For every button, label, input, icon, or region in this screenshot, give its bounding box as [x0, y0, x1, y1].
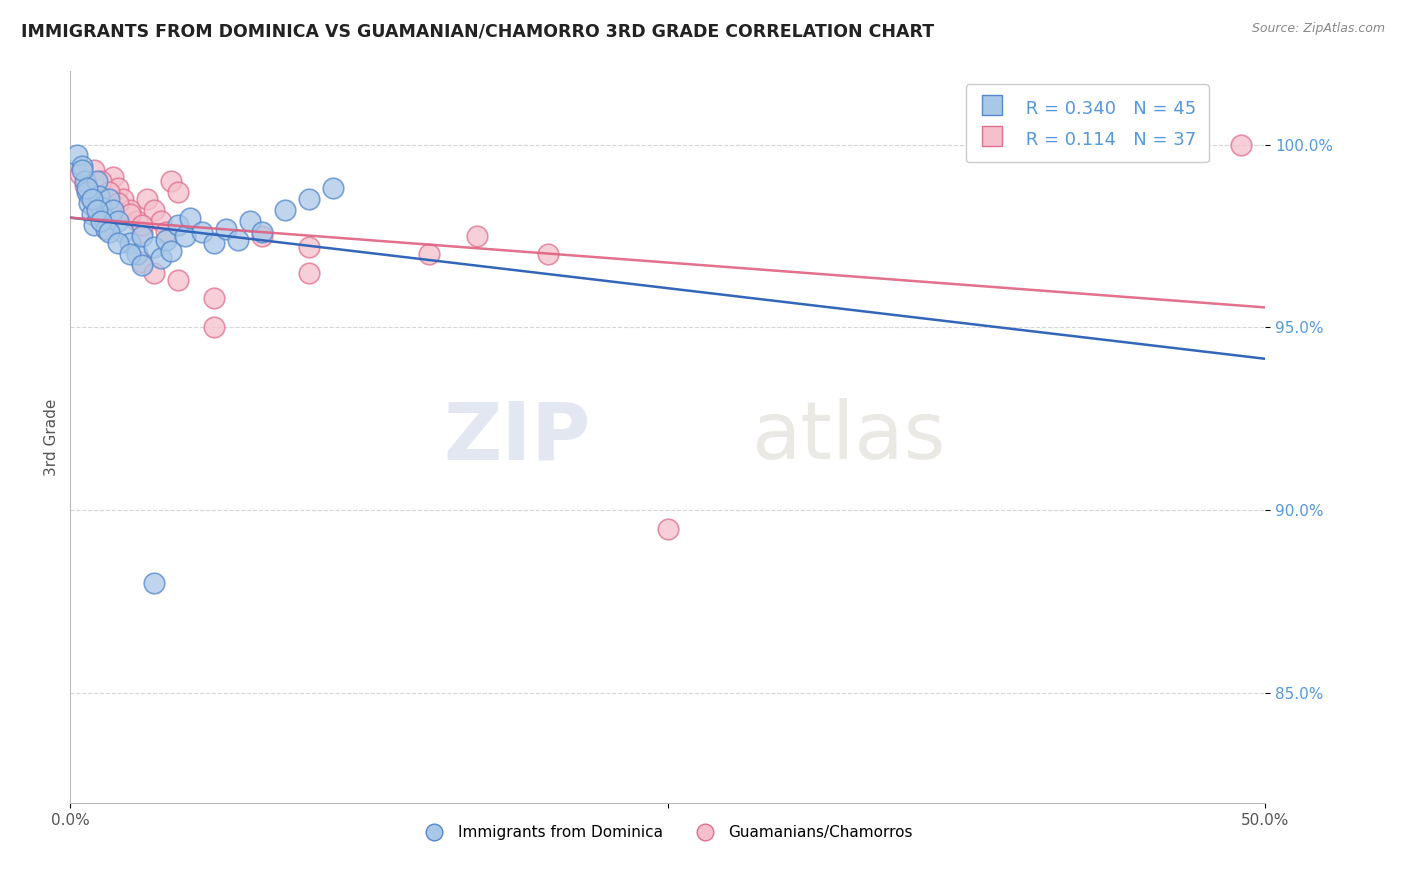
Point [239, 214, 262, 228]
Point [83, 163, 105, 178]
Point [298, 240, 321, 254]
Point [179, 211, 201, 225]
Point [226, 233, 249, 247]
Point [150, 251, 173, 265]
Point [131, 254, 153, 268]
Point [166, 185, 188, 199]
Point [90, 214, 112, 228]
Point [150, 214, 173, 228]
Point [250, 228, 273, 243]
Point [86, 203, 108, 218]
Point [69, 167, 91, 181]
Point [143, 265, 166, 279]
Point [1230, 137, 1253, 152]
Point [79, 196, 101, 211]
Point [103, 203, 125, 218]
Y-axis label: 3rd Grade: 3rd Grade [44, 399, 59, 475]
Point [93, 211, 115, 225]
Text: atlas: atlas [751, 398, 946, 476]
Point [96, 221, 117, 235]
Point [73, 174, 96, 188]
Point [166, 218, 188, 232]
Point [86, 174, 108, 188]
Text: IMMIGRANTS FROM DOMINICA VS GUAMANIAN/CHAMORRO 3RD GRADE CORRELATION CHART: IMMIGRANTS FROM DOMINICA VS GUAMANIAN/CH… [21, 22, 934, 40]
Point [143, 240, 166, 254]
Point [657, 521, 679, 535]
Point [166, 273, 188, 287]
Point [143, 576, 166, 591]
Point [322, 181, 344, 195]
Text: Source: ZipAtlas.com: Source: ZipAtlas.com [1251, 22, 1385, 36]
Point [155, 225, 177, 239]
Point [97, 225, 120, 239]
Point [120, 236, 141, 251]
Point [159, 244, 181, 258]
Point [80, 193, 103, 207]
Point [298, 193, 321, 207]
Point [66, 148, 89, 162]
Point [97, 185, 120, 199]
Point [107, 214, 129, 228]
Point [107, 236, 129, 251]
Point [103, 170, 125, 185]
Point [70, 160, 93, 174]
Point [96, 221, 117, 235]
Point [465, 228, 488, 243]
Point [127, 247, 149, 261]
Point [83, 200, 105, 214]
Point [274, 203, 297, 218]
Point [90, 200, 112, 214]
Point [79, 188, 101, 202]
Point [111, 225, 134, 239]
Text: ZIP: ZIP [443, 398, 591, 476]
Point [120, 203, 141, 218]
Point [111, 193, 134, 207]
Point [250, 225, 273, 239]
Point [73, 178, 96, 192]
Point [131, 225, 153, 239]
Point [87, 188, 110, 202]
Point [131, 258, 153, 272]
Point [127, 214, 149, 228]
Point [87, 211, 110, 225]
Point [131, 228, 153, 243]
Point [120, 207, 141, 221]
Point [107, 196, 129, 211]
Point [120, 247, 141, 261]
Point [97, 193, 120, 207]
Point [90, 174, 112, 188]
Point [159, 174, 181, 188]
Point [107, 181, 129, 195]
Point [214, 221, 236, 235]
Point [143, 203, 166, 218]
Point [191, 225, 214, 239]
Point [537, 247, 560, 261]
Point [202, 236, 225, 251]
Point [202, 320, 225, 334]
Point [298, 265, 321, 279]
Point [202, 291, 225, 305]
Point [155, 233, 177, 247]
Point [70, 163, 93, 178]
Point [76, 185, 98, 199]
Point [174, 228, 197, 243]
Point [418, 247, 440, 261]
Point [131, 218, 153, 232]
Legend: Immigrants from Dominica, Guamanians/Chamorros: Immigrants from Dominica, Guamanians/Cha… [416, 819, 920, 847]
Point [80, 207, 103, 221]
Point [76, 181, 98, 195]
Point [135, 193, 157, 207]
Point [83, 218, 105, 232]
